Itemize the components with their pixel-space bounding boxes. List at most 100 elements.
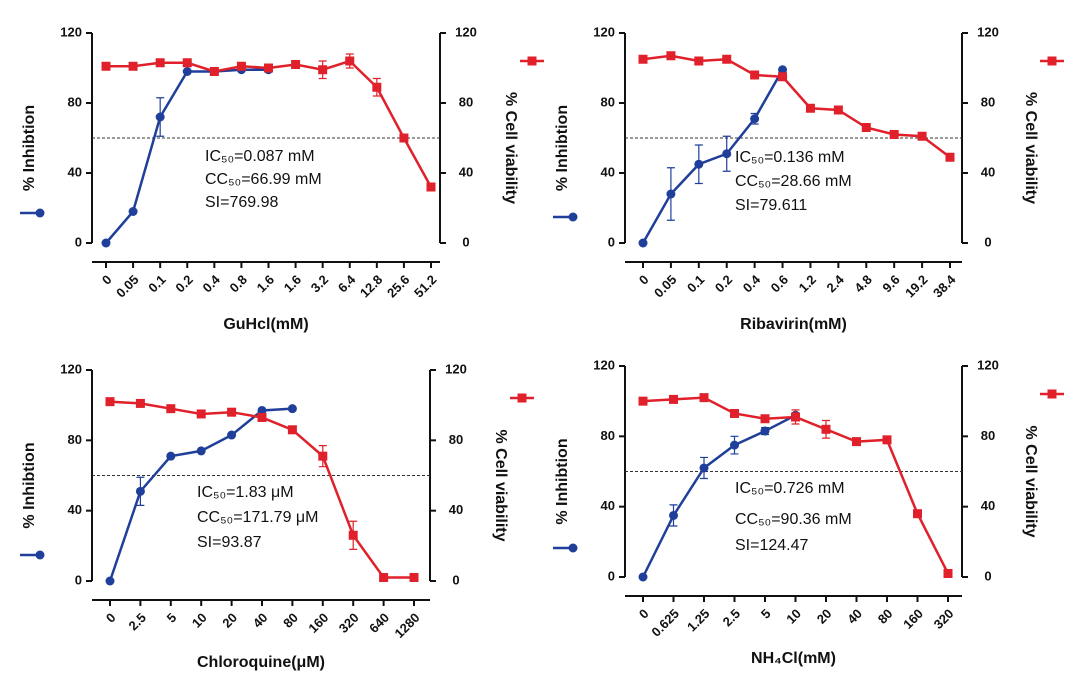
data-point: [155, 58, 165, 68]
data-point: [791, 412, 800, 422]
annotation: CC₅₀=171.79 μM: [197, 509, 318, 526]
legend-marker: [35, 550, 45, 560]
data-point: [821, 424, 831, 434]
data-point: [694, 159, 704, 169]
x-tick-label: 2.5: [126, 610, 149, 633]
y-tick-label: 0: [75, 572, 82, 587]
data-point: [399, 133, 409, 143]
x-tick-label: 1.6: [254, 272, 277, 295]
x-axis-label: NH₄Cl(mM): [751, 650, 836, 667]
y-tick-label: 80: [601, 94, 615, 109]
data-point: [750, 70, 760, 80]
data-point: [105, 576, 115, 586]
data-point: [166, 404, 176, 414]
y-tick-label: 40: [68, 502, 82, 517]
data-point: [861, 123, 871, 132]
x-tick-label: 320: [931, 606, 957, 632]
y-axis-label: % Inhibtion: [21, 105, 38, 191]
data-point: [722, 54, 732, 64]
x-tick-label: 12.8: [357, 272, 386, 301]
data-point: [882, 435, 892, 445]
x-tick-label: 38.4: [930, 271, 959, 300]
data-point: [257, 412, 267, 422]
data-point: [101, 61, 111, 71]
x-tick-label: 20: [814, 606, 835, 627]
annotation: IC₅₀=0.726 mM: [735, 480, 845, 497]
y2-axis-label: % Cell viability: [1022, 92, 1039, 204]
data-point: [722, 149, 732, 159]
y2-tick-label: 0: [984, 568, 991, 583]
data-point: [889, 130, 899, 139]
data-point: [128, 207, 138, 216]
annotation: SI=93.87: [197, 534, 262, 551]
x-tick-label: 0: [99, 272, 115, 288]
legend-marker: [527, 56, 537, 66]
data-point: [264, 63, 273, 73]
x-tick-label: 160: [900, 606, 926, 632]
x-tick-label: 6.4: [335, 271, 359, 295]
data-point: [155, 112, 165, 122]
x-tick-label: 1.25: [684, 606, 713, 635]
x-tick-label: 1.2: [796, 272, 819, 295]
data-point: [666, 189, 676, 199]
data-point: [805, 103, 815, 113]
x-tick-label: 0.4: [199, 271, 223, 295]
x-tick-label: 0.4: [740, 271, 764, 295]
x-tick-label: 9.6: [879, 272, 902, 295]
data-point: [196, 446, 206, 456]
annotation: IC₅₀=0.087 mM: [205, 148, 315, 165]
x-tick-label: 0: [636, 272, 652, 288]
y2-tick-label: 120: [455, 24, 477, 39]
annotation: CC₅₀=90.36 mM: [735, 511, 852, 528]
data-point: [227, 430, 237, 440]
data-point: [101, 238, 111, 248]
data-point: [638, 238, 648, 248]
x-tick-label: 51.2: [411, 272, 440, 301]
annotation: CC₅₀=28.66 mM: [735, 173, 852, 190]
x-tick-label: 3.2: [308, 272, 331, 295]
y-tick-label: 80: [68, 432, 82, 447]
data-point: [135, 486, 145, 496]
data-point: [135, 398, 145, 408]
data-point: [943, 568, 953, 578]
data-point: [291, 60, 301, 69]
legend-marker: [568, 543, 578, 553]
y2-tick-label: 0: [984, 234, 991, 249]
y-tick-label: 0: [608, 568, 615, 583]
x-tick-label: 80: [875, 606, 896, 627]
y2-tick-label: 80: [449, 432, 463, 447]
x-tick-label: 2.5: [720, 606, 743, 629]
annotation: SI=79.611: [735, 197, 807, 214]
y2-axis-label: % Cell viability: [492, 429, 509, 541]
data-point: [669, 394, 678, 404]
y2-tick-label: 0: [452, 572, 459, 587]
data-point: [257, 405, 267, 415]
data-point: [669, 510, 678, 520]
x-tick-label: 0.05: [651, 272, 680, 301]
y2-tick-label: 40: [459, 164, 473, 179]
x-tick-label: 0: [636, 606, 652, 622]
x-tick-label: 40: [844, 606, 865, 627]
data-point: [379, 572, 389, 582]
x-tick-label: 25.6: [384, 272, 413, 301]
series-line: [641, 414, 797, 578]
y2-tick-label: 40: [449, 502, 463, 517]
data-point: [287, 425, 297, 435]
y2-tick-label: 120: [977, 24, 999, 39]
data-point: [760, 426, 770, 436]
data-point: [166, 451, 176, 461]
y2-axis-label: % Cell viability: [1022, 425, 1039, 537]
data-point: [945, 152, 955, 162]
data-point: [348, 530, 358, 540]
x-tick-label: 320: [336, 610, 362, 636]
y-tick-label: 120: [593, 24, 615, 39]
annotation: SI=769.98: [205, 194, 279, 211]
series-line: [642, 54, 951, 159]
y-axis-label: % Inhibtion: [554, 105, 571, 191]
annotation: CC₅₀=66.99 mM: [205, 171, 322, 188]
data-point: [426, 182, 436, 192]
legend-marker: [1047, 389, 1057, 399]
x-tick-label: 0.2: [172, 272, 195, 295]
legend-marker: [568, 212, 578, 222]
